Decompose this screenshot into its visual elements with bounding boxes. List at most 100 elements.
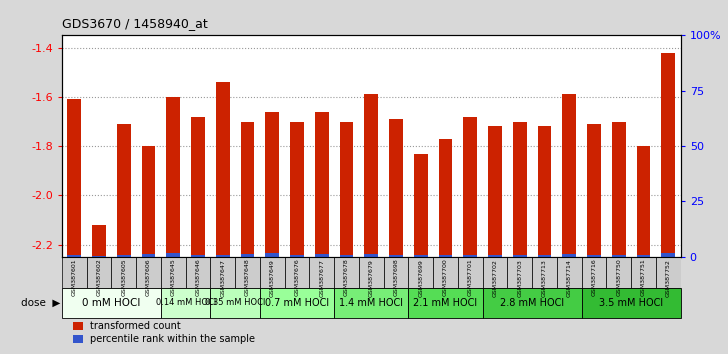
FancyBboxPatch shape [210, 257, 235, 287]
FancyBboxPatch shape [483, 287, 582, 318]
FancyBboxPatch shape [111, 257, 136, 287]
Bar [389, 255, 403, 257]
FancyBboxPatch shape [656, 257, 681, 287]
Bar [414, 154, 427, 257]
FancyBboxPatch shape [62, 287, 161, 318]
Text: GSM387698: GSM387698 [394, 259, 398, 296]
Text: GSM387701: GSM387701 [468, 259, 472, 296]
Bar [513, 121, 526, 257]
Bar [538, 255, 551, 257]
FancyBboxPatch shape [309, 257, 334, 287]
Bar [92, 256, 106, 257]
Bar [216, 82, 229, 257]
FancyBboxPatch shape [334, 257, 359, 287]
Text: GSM387716: GSM387716 [592, 259, 596, 296]
Bar [389, 119, 403, 257]
Text: 3.5 mM HOCl: 3.5 mM HOCl [599, 298, 663, 308]
FancyBboxPatch shape [186, 257, 210, 287]
FancyBboxPatch shape [136, 257, 161, 287]
FancyBboxPatch shape [334, 287, 408, 318]
Text: GSM387601: GSM387601 [72, 259, 76, 296]
Bar [439, 255, 452, 257]
Bar [117, 124, 130, 257]
Bar [439, 139, 452, 257]
Bar [488, 255, 502, 257]
Text: GSM387699: GSM387699 [419, 259, 423, 297]
FancyBboxPatch shape [557, 257, 582, 287]
Text: 1.4 mM HOCl: 1.4 mM HOCl [339, 298, 403, 308]
Bar [612, 255, 625, 257]
Bar [612, 121, 625, 257]
Bar [167, 97, 180, 257]
Text: GSM387649: GSM387649 [270, 259, 274, 297]
Bar [340, 121, 353, 257]
Text: dose  ▶: dose ▶ [21, 298, 60, 308]
Text: 0.7 mM HOCl: 0.7 mM HOCl [265, 298, 329, 308]
Text: GSM387676: GSM387676 [295, 259, 299, 296]
Text: GSM387605: GSM387605 [122, 259, 126, 296]
Bar [142, 146, 155, 257]
Bar [340, 255, 353, 257]
FancyBboxPatch shape [285, 257, 309, 287]
Bar [662, 53, 675, 257]
Text: GDS3670 / 1458940_at: GDS3670 / 1458940_at [62, 17, 207, 30]
Bar [68, 99, 81, 257]
Bar [290, 255, 304, 257]
FancyBboxPatch shape [260, 287, 334, 318]
Text: GSM387645: GSM387645 [171, 259, 175, 296]
Bar [587, 255, 601, 257]
Text: 0.35 mM HOCl: 0.35 mM HOCl [205, 298, 265, 307]
FancyBboxPatch shape [458, 257, 483, 287]
Text: GSM387648: GSM387648 [245, 259, 250, 296]
FancyBboxPatch shape [260, 257, 285, 287]
FancyBboxPatch shape [235, 257, 260, 287]
FancyBboxPatch shape [606, 257, 631, 287]
FancyBboxPatch shape [161, 257, 186, 287]
Bar [365, 95, 378, 257]
Text: GSM387702: GSM387702 [493, 259, 497, 297]
Text: GSM387678: GSM387678 [344, 259, 349, 296]
FancyBboxPatch shape [582, 257, 606, 287]
Bar [266, 112, 279, 257]
Bar [513, 255, 526, 257]
Text: GSM387679: GSM387679 [369, 259, 373, 297]
Legend: transformed count, percentile rank within the sample: transformed count, percentile rank withi… [73, 321, 256, 344]
Bar [315, 254, 328, 257]
Bar [464, 116, 477, 257]
Bar [662, 253, 675, 257]
FancyBboxPatch shape [161, 287, 210, 318]
FancyBboxPatch shape [210, 287, 260, 318]
Bar [142, 254, 155, 257]
Bar [167, 253, 180, 257]
FancyBboxPatch shape [408, 287, 483, 318]
Bar [464, 255, 477, 257]
Bar [68, 255, 81, 257]
Bar [117, 255, 130, 257]
FancyBboxPatch shape [87, 257, 111, 287]
Text: GSM387606: GSM387606 [146, 259, 151, 296]
Text: 0.14 mM HOCl: 0.14 mM HOCl [156, 298, 215, 307]
Bar [92, 225, 106, 257]
FancyBboxPatch shape [359, 257, 384, 287]
Text: 2.8 mM HOCl: 2.8 mM HOCl [500, 298, 564, 308]
Bar [191, 255, 205, 257]
FancyBboxPatch shape [384, 257, 408, 287]
Text: GSM387646: GSM387646 [196, 259, 200, 296]
Bar [637, 146, 650, 257]
Text: GSM387713: GSM387713 [542, 259, 547, 297]
Bar [191, 116, 205, 257]
Bar [241, 254, 254, 257]
Bar [241, 121, 254, 257]
Bar [414, 255, 427, 257]
FancyBboxPatch shape [483, 257, 507, 287]
Bar [538, 126, 551, 257]
Text: GSM387703: GSM387703 [518, 259, 522, 297]
Bar [637, 255, 650, 257]
FancyBboxPatch shape [532, 257, 557, 287]
FancyBboxPatch shape [582, 287, 681, 318]
Text: 0 mM HOCl: 0 mM HOCl [82, 298, 141, 308]
Bar [290, 121, 304, 257]
FancyBboxPatch shape [408, 257, 433, 287]
FancyBboxPatch shape [507, 257, 532, 287]
Bar [563, 254, 576, 257]
